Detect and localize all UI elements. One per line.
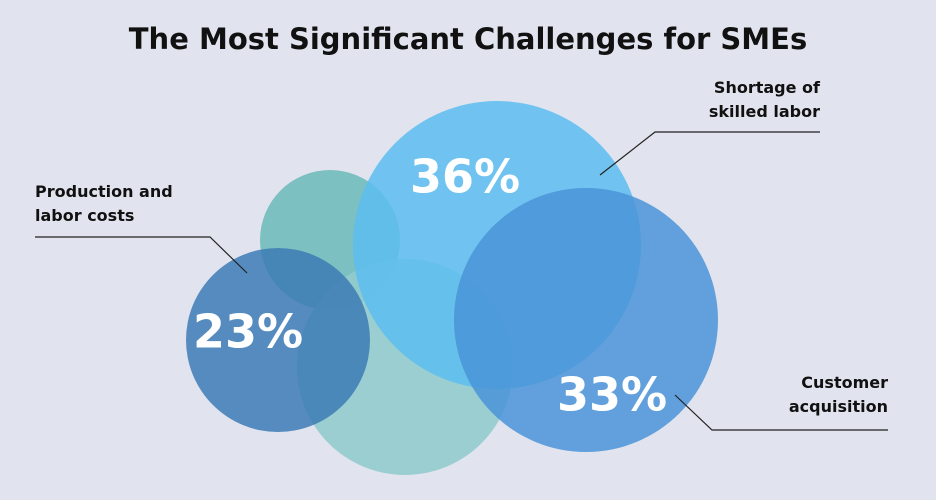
leader-line — [35, 236, 248, 274]
chart-title: The Most Significant Challenges for SMEs — [128, 22, 808, 56]
category-label: Production and labor costs — [35, 182, 173, 225]
leader-line — [674, 394, 888, 431]
value-label: 33% — [557, 368, 667, 422]
bubble — [186, 248, 370, 432]
value-label: 23% — [193, 305, 303, 359]
leader-line — [599, 131, 820, 176]
bubble — [454, 188, 718, 452]
category-label: Customer acquisition — [788, 373, 888, 416]
value-label: 36% — [410, 150, 520, 204]
bubbles: 36% 33% 23% — [186, 101, 718, 452]
category-label: Shortage of skilled labor — [708, 78, 820, 121]
